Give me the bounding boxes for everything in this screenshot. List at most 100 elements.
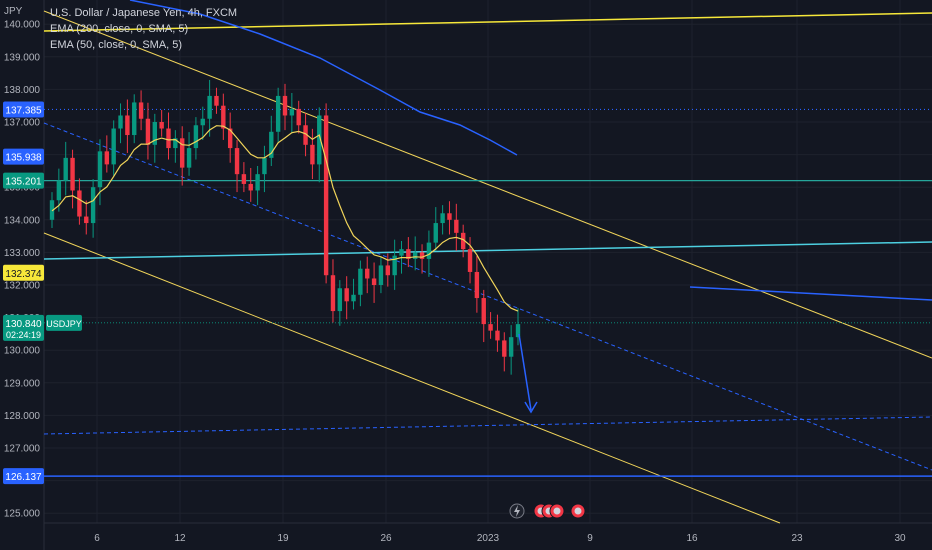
price-tag-label: 126.137 bbox=[5, 472, 42, 483]
candle-body bbox=[234, 148, 240, 175]
candle bbox=[413, 236, 418, 271]
candle-body bbox=[255, 174, 260, 191]
candle-body bbox=[413, 252, 418, 259]
candle bbox=[200, 106, 205, 140]
candle-body bbox=[440, 213, 445, 224]
trendline-top bbox=[43, 12, 932, 32]
candle bbox=[385, 253, 390, 287]
trendline-blue-right bbox=[689, 286, 932, 301]
x-tick-label: 2023 bbox=[477, 533, 500, 544]
candle-body bbox=[426, 242, 432, 259]
candle bbox=[371, 262, 377, 303]
candle-body bbox=[378, 265, 384, 285]
candle-body bbox=[104, 151, 110, 165]
candle bbox=[365, 256, 370, 294]
price-tag-label: 135.201 bbox=[5, 177, 42, 188]
candle-body bbox=[282, 95, 288, 116]
y-tick-label: 138.000 bbox=[4, 85, 41, 96]
candle bbox=[275, 87, 281, 144]
candle bbox=[344, 276, 349, 320]
candle-body bbox=[125, 115, 130, 136]
candle bbox=[440, 205, 445, 235]
x-tick-label: 16 bbox=[686, 533, 698, 544]
candle-body bbox=[392, 255, 397, 276]
candle-body bbox=[508, 337, 514, 357]
candle-body bbox=[502, 340, 507, 357]
candle-body bbox=[200, 118, 205, 126]
projection-arrow bbox=[518, 333, 532, 411]
candle-body bbox=[399, 249, 404, 256]
candle-body bbox=[193, 125, 199, 149]
candle bbox=[481, 289, 486, 343]
y-tick-label: 139.000 bbox=[4, 52, 41, 63]
candle bbox=[159, 109, 164, 137]
candle-body bbox=[118, 115, 123, 129]
candle-body bbox=[337, 288, 343, 312]
candle bbox=[84, 200, 89, 235]
candle bbox=[262, 145, 267, 193]
candle bbox=[221, 93, 226, 140]
candle-body bbox=[214, 95, 219, 106]
candle-body bbox=[186, 148, 192, 168]
candle bbox=[282, 83, 288, 131]
candle bbox=[454, 203, 459, 251]
price-tag bbox=[3, 264, 44, 281]
candle-body bbox=[97, 151, 103, 188]
candle bbox=[118, 103, 123, 144]
candle bbox=[433, 207, 438, 251]
candle-body bbox=[152, 122, 157, 145]
candle-body bbox=[460, 232, 466, 250]
x-tick-label: 6 bbox=[94, 533, 100, 544]
y-tick-label: 140.000 bbox=[4, 20, 41, 31]
candle bbox=[419, 244, 425, 274]
candle-body bbox=[77, 190, 82, 217]
y-tick-label: 133.000 bbox=[4, 248, 41, 259]
candle bbox=[406, 237, 411, 268]
candle-body bbox=[419, 252, 425, 259]
channel-upper-line bbox=[43, 10, 932, 359]
candle bbox=[166, 112, 171, 160]
candle bbox=[303, 113, 308, 157]
candle-body bbox=[310, 144, 315, 165]
y-tick-label: 137.000 bbox=[4, 118, 41, 129]
candle-body bbox=[132, 102, 137, 136]
candle-body bbox=[317, 115, 322, 165]
price-tag-label: 132.374 bbox=[5, 269, 42, 280]
candle bbox=[447, 201, 452, 235]
x-tick-label: 26 bbox=[380, 533, 392, 544]
y-tick-label: 134.000 bbox=[4, 215, 41, 226]
ema50-legend: EMA (50, close, 0, SMA, 5) bbox=[50, 39, 183, 51]
price-tag bbox=[3, 314, 44, 341]
ema200-legend: EMA (200, close, 0, SMA, 5) bbox=[50, 23, 189, 35]
candle bbox=[296, 100, 301, 134]
candle-body bbox=[63, 157, 68, 181]
price-tag bbox=[3, 172, 44, 189]
lightning-glyph bbox=[514, 505, 520, 517]
candle bbox=[138, 90, 144, 131]
candle-body bbox=[515, 324, 521, 338]
x-tick-label: 19 bbox=[277, 533, 289, 544]
candle bbox=[152, 113, 157, 163]
candle-body bbox=[454, 219, 459, 233]
candle-body bbox=[84, 216, 89, 224]
price-tag-label: 135.938 bbox=[5, 153, 42, 164]
symbol-tag bbox=[46, 314, 82, 331]
candle-body bbox=[371, 278, 377, 285]
candle bbox=[508, 325, 514, 375]
candle bbox=[207, 79, 212, 137]
candle-body bbox=[303, 125, 308, 145]
x-tick-label: 12 bbox=[174, 533, 186, 544]
x-tick-label: 9 bbox=[587, 533, 593, 544]
candle bbox=[214, 87, 219, 114]
candle bbox=[323, 103, 329, 284]
candle bbox=[317, 107, 322, 183]
candle-body bbox=[241, 174, 247, 184]
y-tick-label: 128.000 bbox=[4, 411, 41, 422]
candle bbox=[488, 312, 493, 339]
candle bbox=[495, 314, 500, 352]
price-tag-label: 130.840 bbox=[5, 319, 42, 330]
candle bbox=[515, 308, 521, 346]
channel-mid-dashed bbox=[43, 122, 932, 471]
candle bbox=[234, 139, 240, 193]
